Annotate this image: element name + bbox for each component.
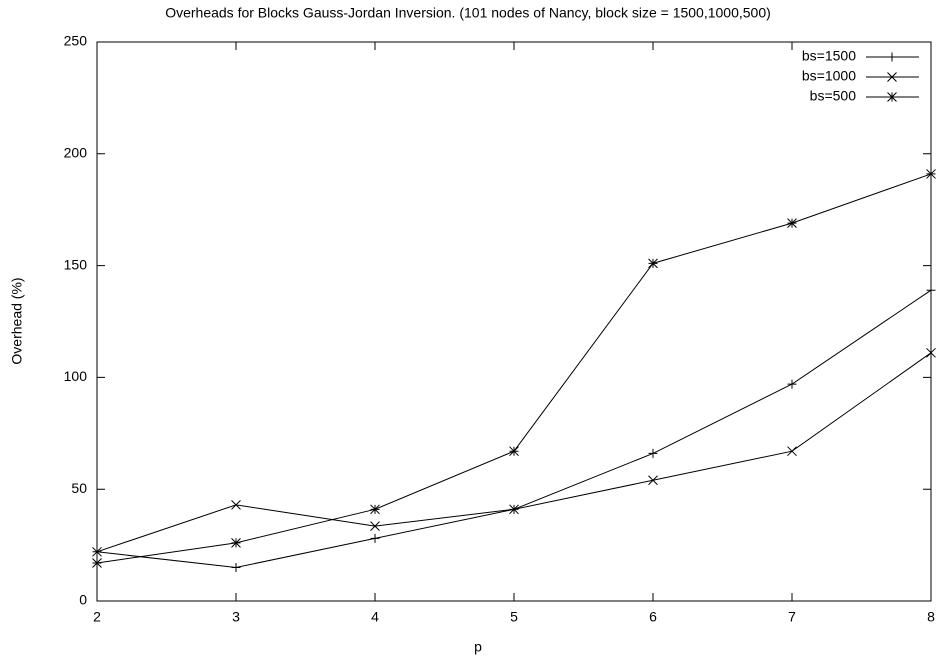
legend-label: bs=1500: [802, 48, 856, 64]
legend-sample: [866, 52, 919, 62]
x-tick-label: 5: [510, 609, 518, 625]
legend-sample: [866, 92, 919, 102]
marker: [787, 379, 797, 389]
marker: [926, 347, 936, 358]
y-tick-label: 250: [64, 33, 88, 49]
chart-title: Overheads for Blocks Gauss-Jordan Invers…: [165, 5, 771, 21]
marker: [787, 446, 797, 457]
series-line: [96, 173, 932, 564]
marker: [231, 562, 241, 572]
legend-sample: [866, 72, 919, 82]
marker: [509, 504, 519, 515]
y-tick-label: 150: [64, 256, 88, 272]
x-tick-label: 3: [232, 609, 240, 625]
plot-border: [96, 41, 932, 602]
marker: [648, 448, 658, 458]
marker: [370, 521, 380, 531]
marker: [509, 446, 519, 457]
x-tick-label: 2: [93, 609, 101, 625]
marker: [648, 475, 658, 486]
x-tick-label: 7: [788, 609, 796, 625]
marker: [787, 218, 797, 228]
x-axis-label: p: [474, 639, 482, 655]
marker: [231, 499, 241, 510]
x-tick-label: 4: [371, 609, 379, 625]
marker: [926, 169, 936, 179]
x-tick-label: 8: [927, 609, 935, 625]
marker: [92, 558, 102, 568]
marker: [648, 258, 658, 269]
marker: [92, 546, 102, 557]
y-tick-label: 0: [79, 592, 87, 608]
legend-label: bs=1000: [802, 68, 856, 84]
x-tick-label: 6: [649, 609, 657, 625]
marker: [231, 538, 241, 548]
y-tick-label: 50: [71, 480, 87, 496]
y-tick-label: 200: [64, 145, 88, 161]
marker: [926, 285, 936, 295]
legend-label: bs=500: [810, 88, 857, 104]
series-line: [96, 289, 932, 568]
marker: [370, 504, 380, 515]
y-axis-label: Overhead (%): [9, 277, 25, 364]
marker: [370, 533, 380, 543]
y-tick-label: 100: [64, 368, 88, 384]
